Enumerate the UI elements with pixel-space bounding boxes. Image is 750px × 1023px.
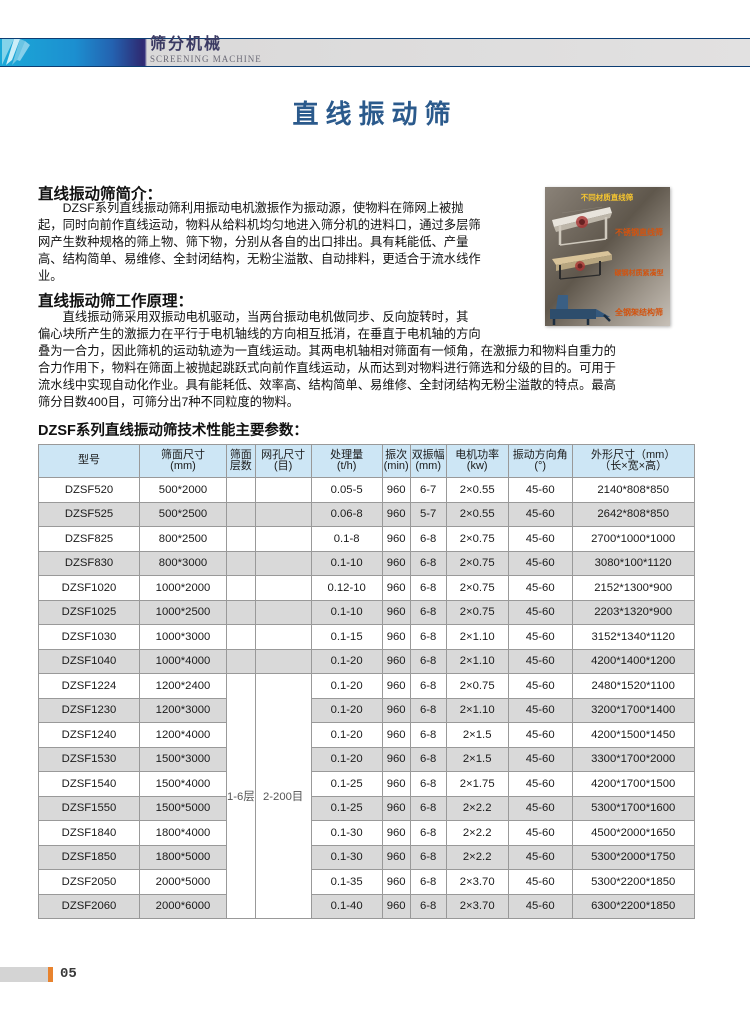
- svg-text:不锈钢直线筛: 不锈钢直线筛: [615, 227, 663, 237]
- svg-text:碳钢材质紧凑型: 碳钢材质紧凑型: [615, 268, 664, 277]
- svg-text:不同材质直线筛: 不同材质直线筛: [581, 192, 634, 202]
- svg-text:全钢架结构筛: 全钢架结构筛: [614, 307, 663, 317]
